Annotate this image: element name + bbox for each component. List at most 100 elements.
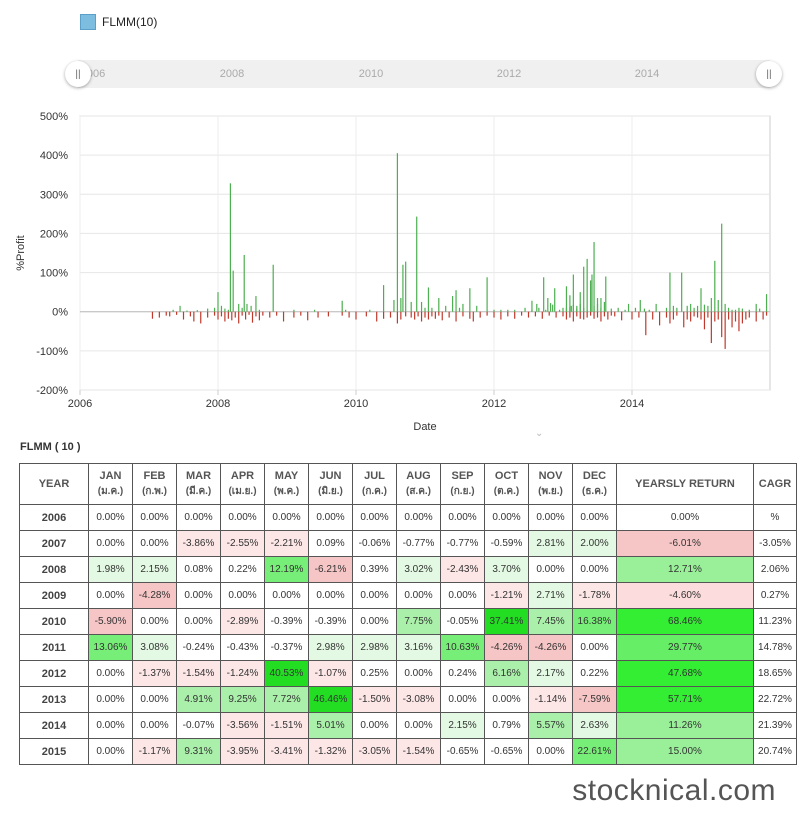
profit-bar: [686, 311, 688, 320]
profit-bar: [405, 311, 407, 317]
profit-bar: [476, 305, 478, 312]
month-return-cell: 2.81%: [528, 530, 573, 557]
month-return-cell: 0.00%: [220, 582, 265, 609]
month-return-cell: 0.00%: [88, 660, 133, 687]
chart-legend[interactable]: FLMM(10): [80, 14, 157, 30]
profit-bar: [755, 303, 757, 312]
profit-bar: [721, 311, 723, 338]
cagr-cell: 20.74%: [753, 738, 797, 765]
cagr-cell: 18.65%: [753, 660, 797, 687]
navigator-label: 2008: [219, 68, 245, 80]
month-return-cell: 0.00%: [176, 582, 221, 609]
column-header-label: APR: [230, 470, 255, 482]
profit-bar: [728, 311, 730, 320]
column-header-label: YEAR: [38, 477, 70, 490]
profit-bar: [672, 305, 674, 312]
profit-bar: [345, 309, 347, 312]
month-return-cell: 4.91%: [176, 686, 221, 713]
profit-bar: [514, 309, 516, 312]
profit-bar: [617, 307, 619, 312]
profit-bar: [207, 311, 209, 318]
month-return-cell: -1.50%: [352, 686, 397, 713]
column-header: JUN (มิ.ย.): [308, 463, 353, 505]
column-header-label: YEARSLY RETURN: [635, 477, 735, 490]
column-header: JUL (ก.ค.): [352, 463, 397, 505]
month-return-cell: -1.14%: [528, 686, 573, 713]
profit-bar: [659, 311, 661, 326]
profit-bar: [238, 311, 240, 324]
x-axis-label: Date: [413, 421, 436, 433]
month-return-cell: 0.00%: [132, 530, 177, 557]
profit-bar: [307, 311, 309, 321]
profit-bar: [276, 311, 278, 316]
navigator-handle-right[interactable]: ||: [756, 61, 782, 87]
month-return-cell: 13.06%: [88, 634, 133, 661]
profit-bar: [317, 311, 319, 318]
column-header-sublabel: (ต.ค.): [493, 486, 520, 497]
profit-bar: [543, 277, 545, 312]
month-return-cell: 0.00%: [88, 504, 133, 531]
table-row: 2009 0.00% -4.28% 0.00% 0.00% 0.00% 0.00% 0.00%…: [19, 582, 797, 609]
profit-bar: [383, 311, 385, 319]
profit-bar: [600, 298, 602, 312]
month-return-cell: -3.56%: [220, 712, 265, 739]
month-return-cell: -3.41%: [264, 738, 309, 765]
profit-bar: [621, 311, 623, 321]
profit-bar: [438, 298, 440, 312]
profit-bar: [690, 311, 692, 322]
profit-bar: [607, 311, 609, 320]
profit-bar: [703, 311, 706, 330]
column-header-label: MAR: [185, 470, 212, 482]
range-navigator[interactable]: 2006 2008 2010 2012 2014 || ||: [65, 60, 782, 88]
profit-bar: [638, 311, 640, 318]
profit-bar: [676, 311, 678, 316]
profit-bar: [714, 260, 716, 312]
profit-bar: [402, 264, 404, 312]
table-row: 2015 0.00% -1.17% 9.31% -3.95% -3.41% -1.32% -3…: [19, 738, 797, 765]
column-header: OCT (ต.ค.): [484, 463, 529, 505]
x-tick-label: 2014: [620, 398, 644, 410]
month-return-cell: 5.57%: [528, 712, 573, 739]
profit-bar: [610, 311, 612, 316]
profit-bar: [207, 308, 209, 312]
month-return-cell: 2.98%: [308, 634, 353, 661]
month-return-cell: -4.28%: [132, 582, 177, 609]
navigator-handle-left[interactable]: ||: [65, 61, 91, 87]
profit-bar: [234, 311, 236, 318]
profit-bar: [151, 311, 154, 319]
chevron-down-icon[interactable]: ⌄: [535, 428, 544, 439]
profit-bar: [348, 311, 350, 318]
profit-bar: [586, 311, 588, 318]
profit-bar: [541, 311, 543, 319]
profit-bar: [217, 311, 219, 320]
profit-bar: [714, 311, 716, 322]
column-header: SEP (ก.ย.): [440, 463, 485, 505]
profit-bar: [549, 303, 552, 312]
column-header-label: JAN: [99, 470, 122, 482]
column-header-label: JUL: [364, 470, 385, 482]
month-return-cell: 0.00%: [440, 686, 485, 713]
month-return-cell: 0.00%: [352, 712, 397, 739]
x-tick-label: 2012: [482, 398, 506, 410]
profit-bar: [565, 286, 568, 312]
profit-bar: [755, 311, 757, 322]
profit-bar: [246, 303, 248, 312]
month-return-cell: 3.02%: [396, 556, 441, 583]
profit-bar: [231, 311, 233, 321]
profit-bar: [393, 299, 395, 312]
profit-bar: [600, 311, 602, 322]
column-header-label: OCT: [494, 470, 519, 482]
profit-bar: [182, 311, 185, 320]
x-tick-label: 2008: [206, 398, 230, 410]
profit-bar: [614, 311, 616, 317]
profit-bar: [648, 309, 650, 312]
profit-bar: [220, 305, 223, 312]
profit-bar: [438, 311, 440, 316]
profit-bar: [576, 305, 578, 312]
table-row: 2007 0.00% 0.00% -3.86% -2.55% -2.21% 0.09% -0.…: [19, 530, 797, 557]
profit-bar: [676, 307, 678, 312]
month-return-cell: -1.21%: [484, 582, 529, 609]
profit-bar: [189, 311, 191, 317]
yearly-return-cell: 0.00%: [616, 504, 754, 531]
profit-bar: [734, 311, 737, 322]
